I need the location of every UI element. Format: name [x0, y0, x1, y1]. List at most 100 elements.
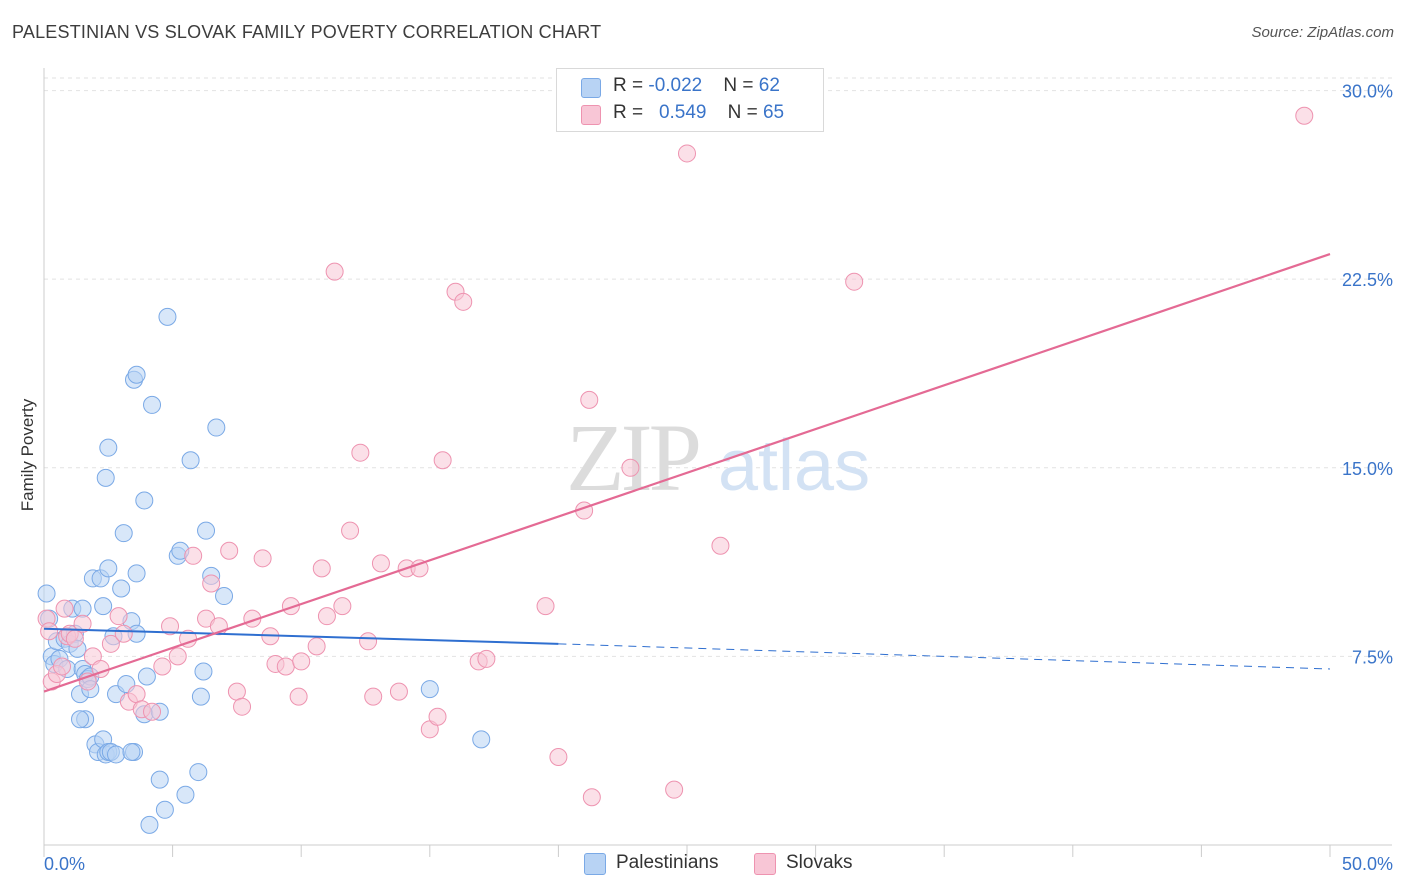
- slovak-point: [433, 451, 452, 470]
- slovak-point: [281, 597, 300, 616]
- slovak-point: [665, 780, 684, 799]
- palestinian-point: [155, 800, 174, 819]
- slovak-point: [65, 629, 84, 648]
- slovak-point: [289, 687, 308, 706]
- slovak-point: [325, 262, 344, 281]
- slovak-point: [233, 697, 252, 716]
- palestinian-point: [73, 599, 92, 618]
- palestinian-point: [472, 730, 491, 749]
- legend-n-value: 65: [762, 102, 785, 123]
- slovak-point: [678, 144, 696, 163]
- legend-r-label: R =: [613, 102, 649, 123]
- slovak-point: [227, 682, 246, 701]
- slovak-point: [582, 788, 601, 807]
- slovak-point: [276, 657, 295, 676]
- slovak-point: [161, 617, 180, 636]
- palestinian-point: [37, 584, 56, 603]
- legend-n-label: N =: [727, 102, 763, 123]
- palestinian-point: [420, 680, 439, 699]
- palestinian-point: [140, 815, 159, 834]
- palestinian-point: [197, 521, 216, 540]
- palestinian-point: [158, 307, 177, 326]
- slovak-point: [359, 632, 378, 651]
- slovak-point: [711, 536, 730, 555]
- legend-swatch-blue: [584, 853, 606, 875]
- slovak-point: [333, 597, 352, 616]
- slovak-point: [580, 390, 599, 409]
- legend-label: Slovaks: [786, 852, 853, 873]
- slovak-point: [307, 637, 326, 656]
- legend-n-value: 62: [758, 75, 780, 96]
- slovak-point: [40, 622, 59, 641]
- slovak-point: [371, 554, 390, 573]
- palestinian-trend-dashed: [558, 643, 1331, 670]
- slovak-point: [536, 597, 555, 616]
- palestinian-trend-solid: [43, 627, 559, 645]
- palestinian-point: [150, 770, 169, 789]
- slovak-point: [312, 559, 331, 578]
- tick-labels: 7.5% 15.0% 22.5% 30.0% 0.0% 50.0%: [44, 82, 1393, 874]
- watermark-zip: ZIP: [566, 404, 699, 511]
- palestinian-point: [127, 365, 146, 384]
- legend-swatch-pink: [581, 105, 601, 125]
- slovak-point: [389, 682, 408, 701]
- slovak-point: [220, 541, 239, 560]
- slovak-point: [477, 649, 496, 668]
- slovak-point: [621, 458, 640, 477]
- slovak-point: [428, 707, 447, 726]
- legend-swatch-pink: [754, 853, 776, 875]
- palestinian-point: [96, 468, 115, 487]
- palestinian-point: [143, 395, 162, 414]
- x-tick-label: 0.0%: [44, 854, 85, 874]
- slovak-point: [73, 614, 92, 633]
- legend-r-value: 0.549: [658, 102, 707, 123]
- slovak-point: [292, 652, 311, 671]
- slovak-point: [127, 685, 146, 704]
- y-tick-label: 22.5%: [1342, 270, 1393, 290]
- palestinian-point: [71, 710, 90, 729]
- y-tick-label: 7.5%: [1352, 647, 1393, 667]
- gridlines: [44, 77, 1392, 657]
- palestinian-point: [135, 491, 154, 510]
- slovak-point: [114, 624, 133, 643]
- palestinian-point: [176, 785, 195, 804]
- legend-r-label: R =: [613, 75, 649, 96]
- slovak-point: [341, 521, 360, 540]
- slovak-point: [55, 599, 74, 618]
- y-tick-label: 30.0%: [1342, 82, 1393, 102]
- watermark: ZIP atlas: [566, 404, 870, 511]
- data-points: [37, 106, 1314, 834]
- legend-text: R = 0.549 N = 65: [613, 102, 784, 124]
- palestinian-point: [191, 687, 210, 706]
- slovak-point: [317, 607, 336, 626]
- palestinian-point: [181, 451, 200, 470]
- slovak-point: [53, 657, 72, 676]
- slovak-point: [109, 607, 128, 626]
- y-axis-label: Family Poverty: [18, 398, 37, 512]
- x-tick-label: 50.0%: [1342, 854, 1393, 874]
- y-tick-label: 15.0%: [1342, 459, 1393, 479]
- slovak-point: [549, 747, 568, 766]
- legend-swatch-blue: [581, 78, 601, 98]
- palestinian-point: [189, 763, 208, 782]
- slovak-point: [153, 657, 172, 676]
- axes: [43, 68, 1392, 857]
- legend-label: Palestinians: [616, 852, 719, 873]
- palestinian-point: [99, 559, 118, 578]
- slovak-point: [253, 549, 272, 568]
- palestinian-point: [114, 524, 133, 543]
- correlation-legend: R = -0.022 N = 62 R = 0.549 N = 65: [556, 68, 824, 132]
- slovak-point: [143, 702, 162, 721]
- trend-lines: [43, 252, 1331, 693]
- legend-text: R = -0.022 N = 62: [613, 75, 780, 97]
- slovak-point: [101, 634, 120, 653]
- slovak-trend: [43, 252, 1331, 693]
- slovak-point: [351, 443, 370, 462]
- source-label: Source: ZipAtlas.com: [1251, 24, 1394, 41]
- legend-r-value: -0.022: [648, 75, 703, 96]
- slovak-point: [454, 292, 473, 311]
- slovak-point: [364, 687, 383, 706]
- slovak-point: [1295, 106, 1314, 125]
- palestinian-point: [107, 745, 126, 764]
- palestinian-point: [207, 418, 226, 437]
